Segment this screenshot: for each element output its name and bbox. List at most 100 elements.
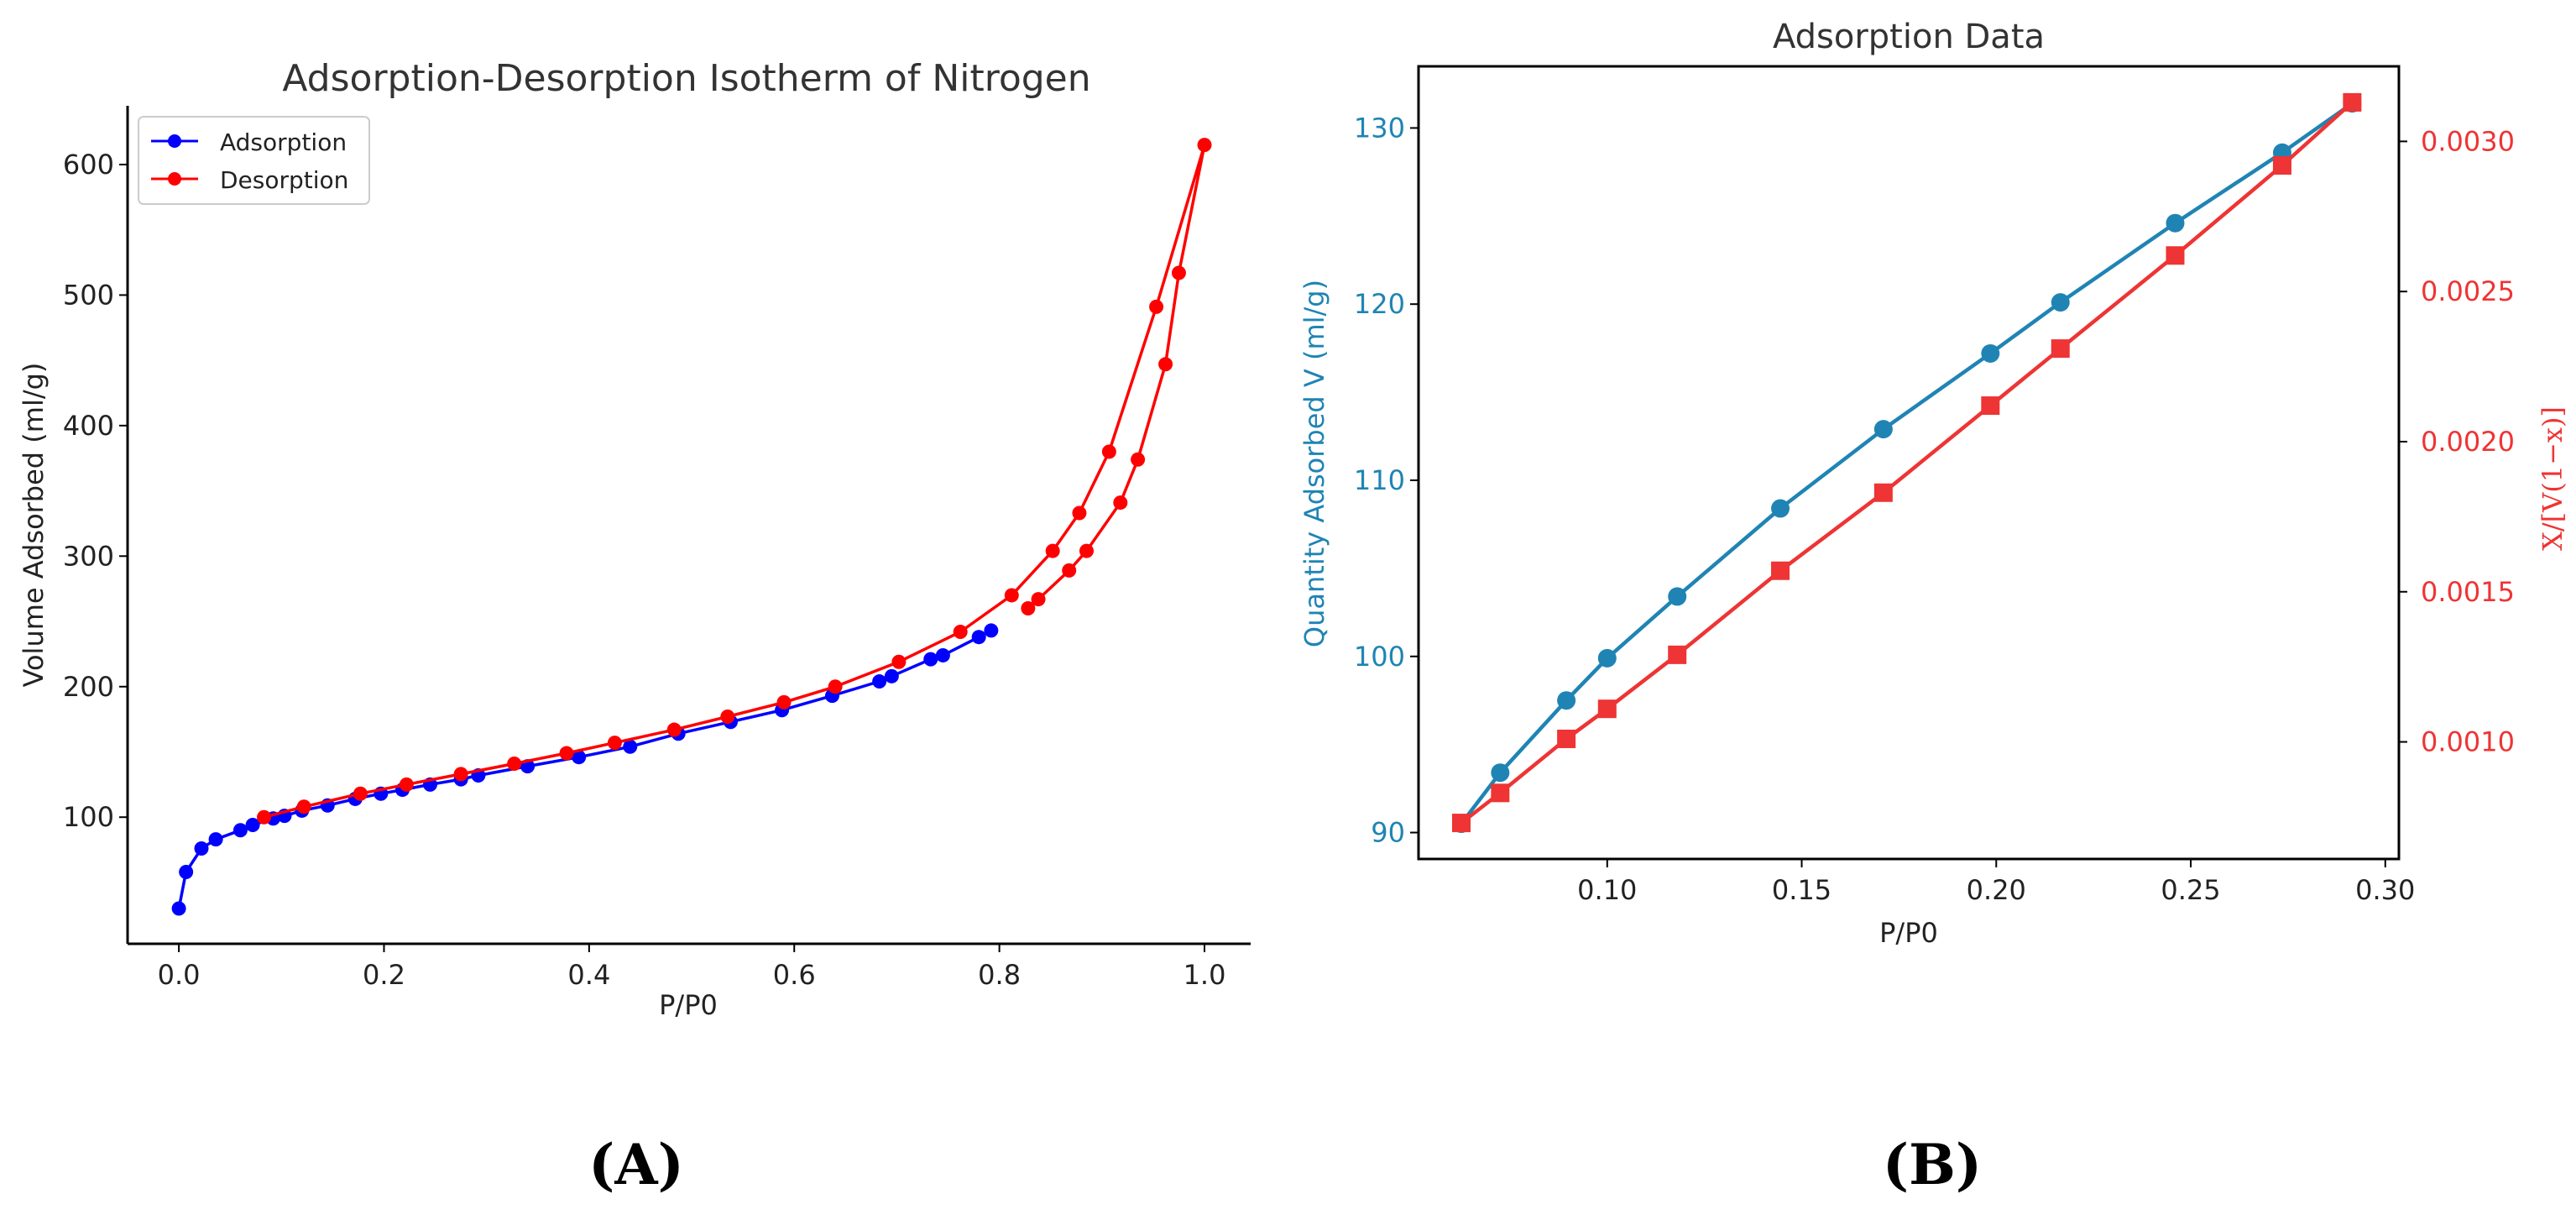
chart-b-point-ratio <box>1597 699 1617 719</box>
chart-a-point-adsorption <box>623 739 638 754</box>
chart-a-point-desorption <box>353 786 368 801</box>
chart-a-point-desorption <box>1113 495 1128 511</box>
chart-a-point-desorption <box>559 746 574 761</box>
chart-a-point-desorption <box>257 809 272 825</box>
chart-a-point-desorption <box>1171 265 1186 280</box>
chart-b-ytick-label-right: 0.0030 <box>2421 125 2515 157</box>
chart-b-point-ratio <box>1981 396 2000 416</box>
chart-b-point-quantity <box>2051 293 2070 312</box>
chart-a-point-adsorption <box>194 841 209 856</box>
chart-a-point-desorption <box>1004 588 1019 603</box>
chart-a-point-adsorption <box>984 623 999 638</box>
chart-a-point-adsorption <box>572 750 587 765</box>
legend-adsorption-label: Adsorption <box>220 128 347 156</box>
chart-b-point-quantity <box>1771 499 1790 518</box>
chart-a-point-desorption <box>1158 357 1173 372</box>
chart-b-point-ratio <box>2272 156 2291 175</box>
chart-a-point-desorption <box>891 654 907 669</box>
legend-frame <box>138 116 370 205</box>
chart-b-ylabel-left: Quantity Adsorbed V (ml/g) <box>1298 280 1330 647</box>
chart-b-xtick-label: 0.10 <box>1577 874 1637 906</box>
chart-a-ytick-label: 500 <box>63 279 114 311</box>
chart-a-point-adsorption <box>884 668 899 683</box>
chart-a-legend: Adsorption Desorption <box>138 116 370 205</box>
chart-a-point-desorption <box>507 756 522 771</box>
chart-b-title: Adsorption Data <box>1773 18 2045 56</box>
legend-desorption-label: Desorption <box>220 166 348 194</box>
chart-a-ytick-label: 200 <box>63 671 114 703</box>
chart-b-point-ratio <box>2343 92 2362 112</box>
legend-adsorption-marker <box>168 134 181 148</box>
chart-b-series-line-ratio <box>1460 101 2354 825</box>
chart-a-point-desorption <box>1079 543 1094 558</box>
chart-b-point-quantity <box>2166 213 2185 233</box>
chart-b-xlabel: P/P0 <box>1879 917 1938 949</box>
chart-a-point-adsorption <box>872 674 887 689</box>
chart-b-frame <box>1417 65 2401 861</box>
chart-a-ytick-label: 300 <box>63 540 114 572</box>
chart-a-xtick-label: 0.0 <box>158 959 201 991</box>
chart-a-point-adsorption <box>179 865 194 880</box>
chart-b-xtick-label: 0.30 <box>2355 874 2415 906</box>
chart-a-point-desorption <box>453 767 468 782</box>
chart-a-ytick-label: 100 <box>63 801 114 833</box>
chart-b-xtick-label: 0.15 <box>1772 874 1831 906</box>
chart-b: Adsorption Data 0.10 0.15 0.20 0.25 0.30 90 10… <box>1298 18 2568 1197</box>
chart-b-point-quantity <box>1873 420 1893 439</box>
chart-a-xlabel: P/P0 <box>659 989 718 1021</box>
chart-b-ticks: 0.10 0.15 0.20 0.25 0.30 90 100 110 120 130 0.0010… <box>1354 112 2515 906</box>
chart-b-xtick-label: 0.25 <box>2161 874 2220 906</box>
chart-a-point-desorption <box>1149 299 1164 314</box>
chart-b-point-ratio <box>1451 814 1471 833</box>
chart-a-plot-area <box>171 138 1212 916</box>
chart-a-xtick-label: 0.8 <box>978 959 1021 991</box>
chart-a-ticks: 0.0 0.2 0.4 0.6 0.8 1.0 100 200 300 400 500 600 <box>63 149 1226 991</box>
chart-b-point-quantity <box>1597 648 1617 668</box>
chart-a-point-adsorption <box>935 647 950 662</box>
chart-b-ytick-label-right: 0.0025 <box>2421 275 2515 307</box>
chart-b-ylabel-right: X/[V(1−x)] <box>2537 406 2568 551</box>
chart-a-point-desorption <box>1131 452 1146 467</box>
chart-a-point-desorption <box>1101 444 1116 459</box>
chart-b-ytick-label-left: 100 <box>1354 641 1405 673</box>
chart-a-point-desorption <box>1021 600 1036 615</box>
chart-b-point-quantity <box>1491 763 1510 783</box>
chart-a-xtick-label: 1.0 <box>1183 959 1226 991</box>
chart-a-point-adsorption <box>923 652 938 667</box>
chart-b-ytick-label-left: 130 <box>1354 112 1405 144</box>
chart-a-point-desorption <box>953 624 968 639</box>
chart-a-point-desorption <box>828 679 843 694</box>
chart-a-point-desorption <box>399 777 414 792</box>
chart-b-point-ratio <box>1668 645 1687 664</box>
chart-b-point-quantity <box>1557 691 1576 710</box>
chart-b-xtick-label: 0.20 <box>1967 874 2026 906</box>
chart-a-point-adsorption <box>971 630 986 645</box>
chart-b-point-quantity <box>1981 343 2000 363</box>
legend-desorption-marker <box>168 172 181 186</box>
chart-a-ylabel: Volume Adsorbed (ml/g) <box>18 363 50 688</box>
chart-a-xtick-label: 0.4 <box>567 959 610 991</box>
chart-a-ytick-label: 600 <box>63 149 114 181</box>
chart-b-panel-label: (B) <box>1883 1132 1982 1197</box>
chart-a-point-desorption <box>1062 563 1077 578</box>
chart-b-ytick-label-right: 0.0010 <box>2421 726 2515 758</box>
chart-a: Adsorption-Desorption Isotherm of Nitrog… <box>18 57 1251 1197</box>
chart-b-point-ratio <box>1771 561 1790 580</box>
chart-b-series-line-quantity <box>1460 102 2354 825</box>
chart-b-point-ratio <box>1557 729 1576 748</box>
chart-a-point-desorption <box>296 799 311 814</box>
chart-b-ytick-label-left: 120 <box>1354 288 1405 320</box>
chart-a-point-desorption <box>1031 592 1046 607</box>
chart-b-point-ratio <box>2051 339 2070 359</box>
chart-a-point-desorption <box>1197 138 1212 153</box>
chart-a-panel-label: (A) <box>588 1132 684 1197</box>
chart-a-point-adsorption <box>171 901 186 916</box>
chart-a-point-adsorption <box>245 818 260 833</box>
chart-a-point-desorption <box>666 722 682 737</box>
chart-b-ytick-label-left: 90 <box>1371 817 1405 849</box>
chart-b-plot-area <box>1451 92 2362 834</box>
chart-a-series-line-desorption <box>264 143 1206 819</box>
chart-b-point-quantity <box>1668 587 1687 606</box>
chart-a-xtick-label: 0.6 <box>773 959 816 991</box>
